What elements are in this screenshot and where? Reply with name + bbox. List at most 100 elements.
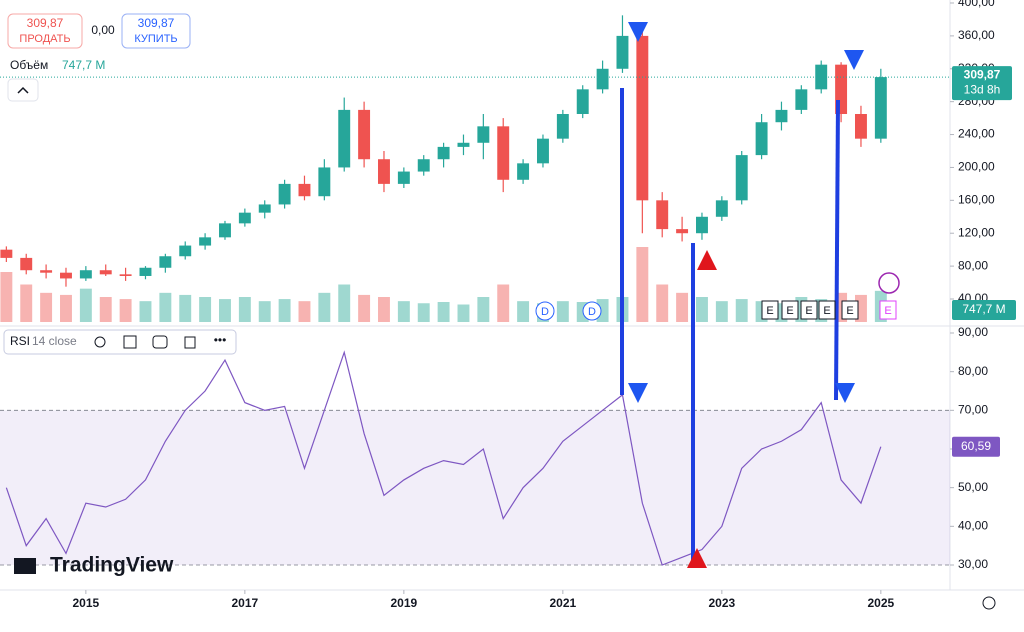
earnings-label: E (805, 305, 812, 317)
rsi-y-tick-label: 40,00 (958, 519, 988, 533)
x-tick-label: 2025 (867, 596, 894, 610)
volume-bar (79, 288, 92, 322)
candle-body (815, 64, 828, 90)
earnings-marker (761, 300, 779, 320)
dividend-label: D (588, 306, 596, 318)
volume-bar (477, 297, 490, 322)
candle-body (338, 109, 351, 168)
candle-body (60, 272, 72, 279)
volume-bar (298, 301, 311, 322)
drawn-line (834, 99, 840, 401)
sell-arrow (628, 383, 648, 403)
volume-bar (437, 302, 450, 322)
volume-bar (219, 299, 231, 322)
candle-body (517, 163, 530, 180)
volume-bar (497, 284, 510, 322)
candle-body (835, 64, 848, 114)
y-tick-label: 120,00 (958, 225, 995, 239)
sell-label: ПРОДАТЬ (19, 33, 70, 45)
price-tag (952, 66, 1012, 101)
annotations (620, 22, 864, 568)
candle-body (457, 142, 470, 147)
y-tick-label: 160,00 (958, 193, 995, 207)
y-tick-label: 200,00 (958, 160, 995, 174)
logo: TradingView (50, 554, 174, 577)
candle-body (874, 77, 887, 139)
sell-price: 309,87 (27, 16, 64, 30)
candle-body (417, 159, 430, 172)
rsi-params: 14 close (32, 334, 77, 348)
candle-body (656, 200, 669, 230)
candle-body (537, 138, 549, 164)
candle-body (20, 257, 33, 271)
volume-tag-label: 747,7 M (962, 302, 1005, 316)
earnings-marker (879, 300, 897, 320)
candle-body (497, 126, 510, 180)
more-icon[interactable]: ••• (214, 333, 227, 347)
volume-bar (179, 294, 192, 322)
countdown: 13d 8h (964, 82, 1001, 96)
volume-bar (417, 303, 430, 322)
volume-bar (258, 301, 271, 322)
candle-body (238, 212, 251, 224)
collapse-icon (17, 86, 29, 94)
sell-button[interactable] (7, 13, 83, 49)
price-tag-label: 309,87 (964, 67, 1001, 81)
candle-body (397, 171, 410, 184)
candle-body (159, 256, 172, 268)
buy-arrow (697, 250, 717, 270)
earnings-label: E (766, 305, 773, 317)
buy-button[interactable] (121, 13, 191, 49)
candle-body (0, 249, 13, 258)
buy-label: КУПИТЬ (134, 33, 177, 45)
volume-bar (159, 292, 172, 322)
candle-body (576, 89, 589, 114)
candle-body (636, 35, 649, 201)
candle-body (40, 270, 53, 273)
volume-bar (139, 301, 152, 322)
settings-icon[interactable] (123, 335, 137, 349)
candle-body (199, 237, 212, 246)
volume-bar (556, 301, 569, 322)
source-icon[interactable] (152, 335, 168, 349)
volume-bar (735, 299, 748, 322)
rsi-title: RSI (10, 334, 30, 348)
candle-body (358, 109, 371, 160)
collapse-button[interactable] (7, 78, 39, 102)
rsi-y-tick-label: 80,00 (958, 364, 988, 378)
candle-body (179, 245, 192, 257)
rsi-tag (952, 436, 1000, 457)
volume-bar (238, 297, 251, 322)
earnings-marker (781, 300, 799, 320)
candle-body (795, 89, 808, 110)
rsi-y-tick-label: 50,00 (958, 480, 988, 494)
delete-icon[interactable] (184, 336, 196, 349)
y-tick-label: 360,00 (958, 28, 995, 42)
candle-body (676, 229, 689, 234)
volume-tag (952, 300, 1016, 320)
earnings-label: E (884, 305, 891, 317)
candle-body (755, 122, 768, 156)
rsi-y-tick-label: 90,00 (958, 325, 988, 339)
x-tick-label: 2019 (390, 596, 417, 610)
rsi-legend (3, 329, 237, 355)
rsi-y-tick-label: 70,00 (958, 403, 988, 417)
candle-body (556, 114, 569, 139)
settings-button[interactable] (982, 596, 996, 610)
sell-arrow (628, 22, 648, 42)
eye-icon[interactable] (94, 336, 106, 348)
alert-marker (878, 272, 900, 294)
rsi-y-tick-label: 30,00 (958, 557, 988, 571)
earnings-label: E (786, 305, 793, 317)
volume-bar (656, 284, 669, 322)
volume-bar (358, 294, 371, 322)
x-tick-label: 2021 (549, 596, 576, 610)
buy-arrow (687, 548, 707, 568)
volume-bar (119, 299, 132, 322)
earnings-label: E (846, 305, 853, 317)
x-tick-label: 2023 (708, 596, 735, 610)
candle-body (99, 270, 112, 275)
rsi-line (5, 350, 882, 566)
y-tick-label: 80,00 (958, 258, 988, 272)
